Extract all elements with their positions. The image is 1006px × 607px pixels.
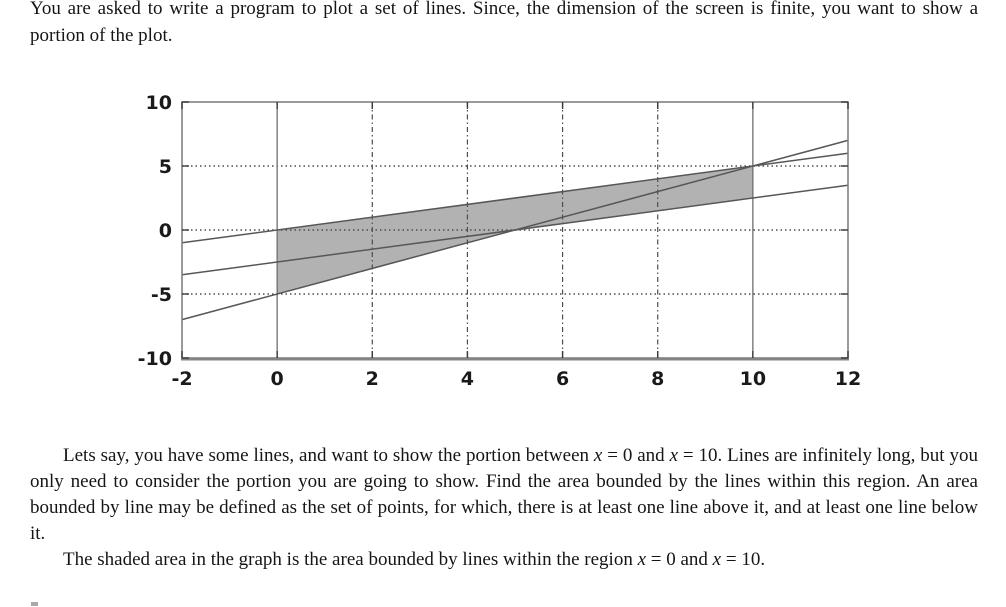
plot-svg: -2 0 2 4 6 8 10 12 10 5 0 -5 -10 [138, 92, 862, 390]
plot-line [181, 152, 849, 244]
x-tick-label: 0 [271, 368, 284, 390]
x-tick-label: 4 [461, 368, 474, 390]
plot-line [181, 139, 849, 321]
math-variable: x [669, 445, 679, 466]
x-tick-label: 10 [740, 368, 766, 390]
y-tick-label: 0 [159, 220, 172, 242]
plot-figure: -2 0 2 4 6 8 10 12 10 5 0 -5 -10 [0, 85, 1006, 405]
intro-paragraph: You are asked to write a program to plot… [30, 0, 978, 46]
math-variable: x [593, 445, 603, 466]
text-segment: = 0 and [602, 445, 670, 466]
x-tick-label: -2 [171, 368, 192, 390]
body-text: Lets say, you have some lines, and want … [30, 443, 978, 573]
body-paragraph-1: Lets say, you have some lines, and want … [30, 443, 978, 547]
y-tick-label: -5 [151, 284, 172, 306]
text-segment: = 0 and [646, 549, 713, 570]
y-tick-label: 10 [146, 92, 172, 114]
cutoff-text-fragment [31, 602, 38, 606]
text-segment: = 10. [721, 549, 766, 570]
x-tick-label: 6 [556, 368, 569, 390]
x-tick-label: 2 [366, 368, 379, 390]
x-tick-label: 12 [835, 368, 861, 390]
text-segment: Lets say, you have some lines, and want … [63, 445, 594, 466]
y-tick-label: -10 [138, 348, 172, 370]
text-segment: = 10. Lines are infinitely long, but you… [30, 445, 978, 544]
x-tick-label: 8 [651, 368, 664, 390]
text-segment: The shaded area in the graph is the area… [63, 549, 638, 570]
body-paragraph-2: The shaded area in the graph is the area… [30, 547, 978, 573]
math-variable: x [637, 549, 647, 570]
math-variable: x [712, 549, 722, 570]
y-tick-label: 5 [159, 156, 172, 178]
